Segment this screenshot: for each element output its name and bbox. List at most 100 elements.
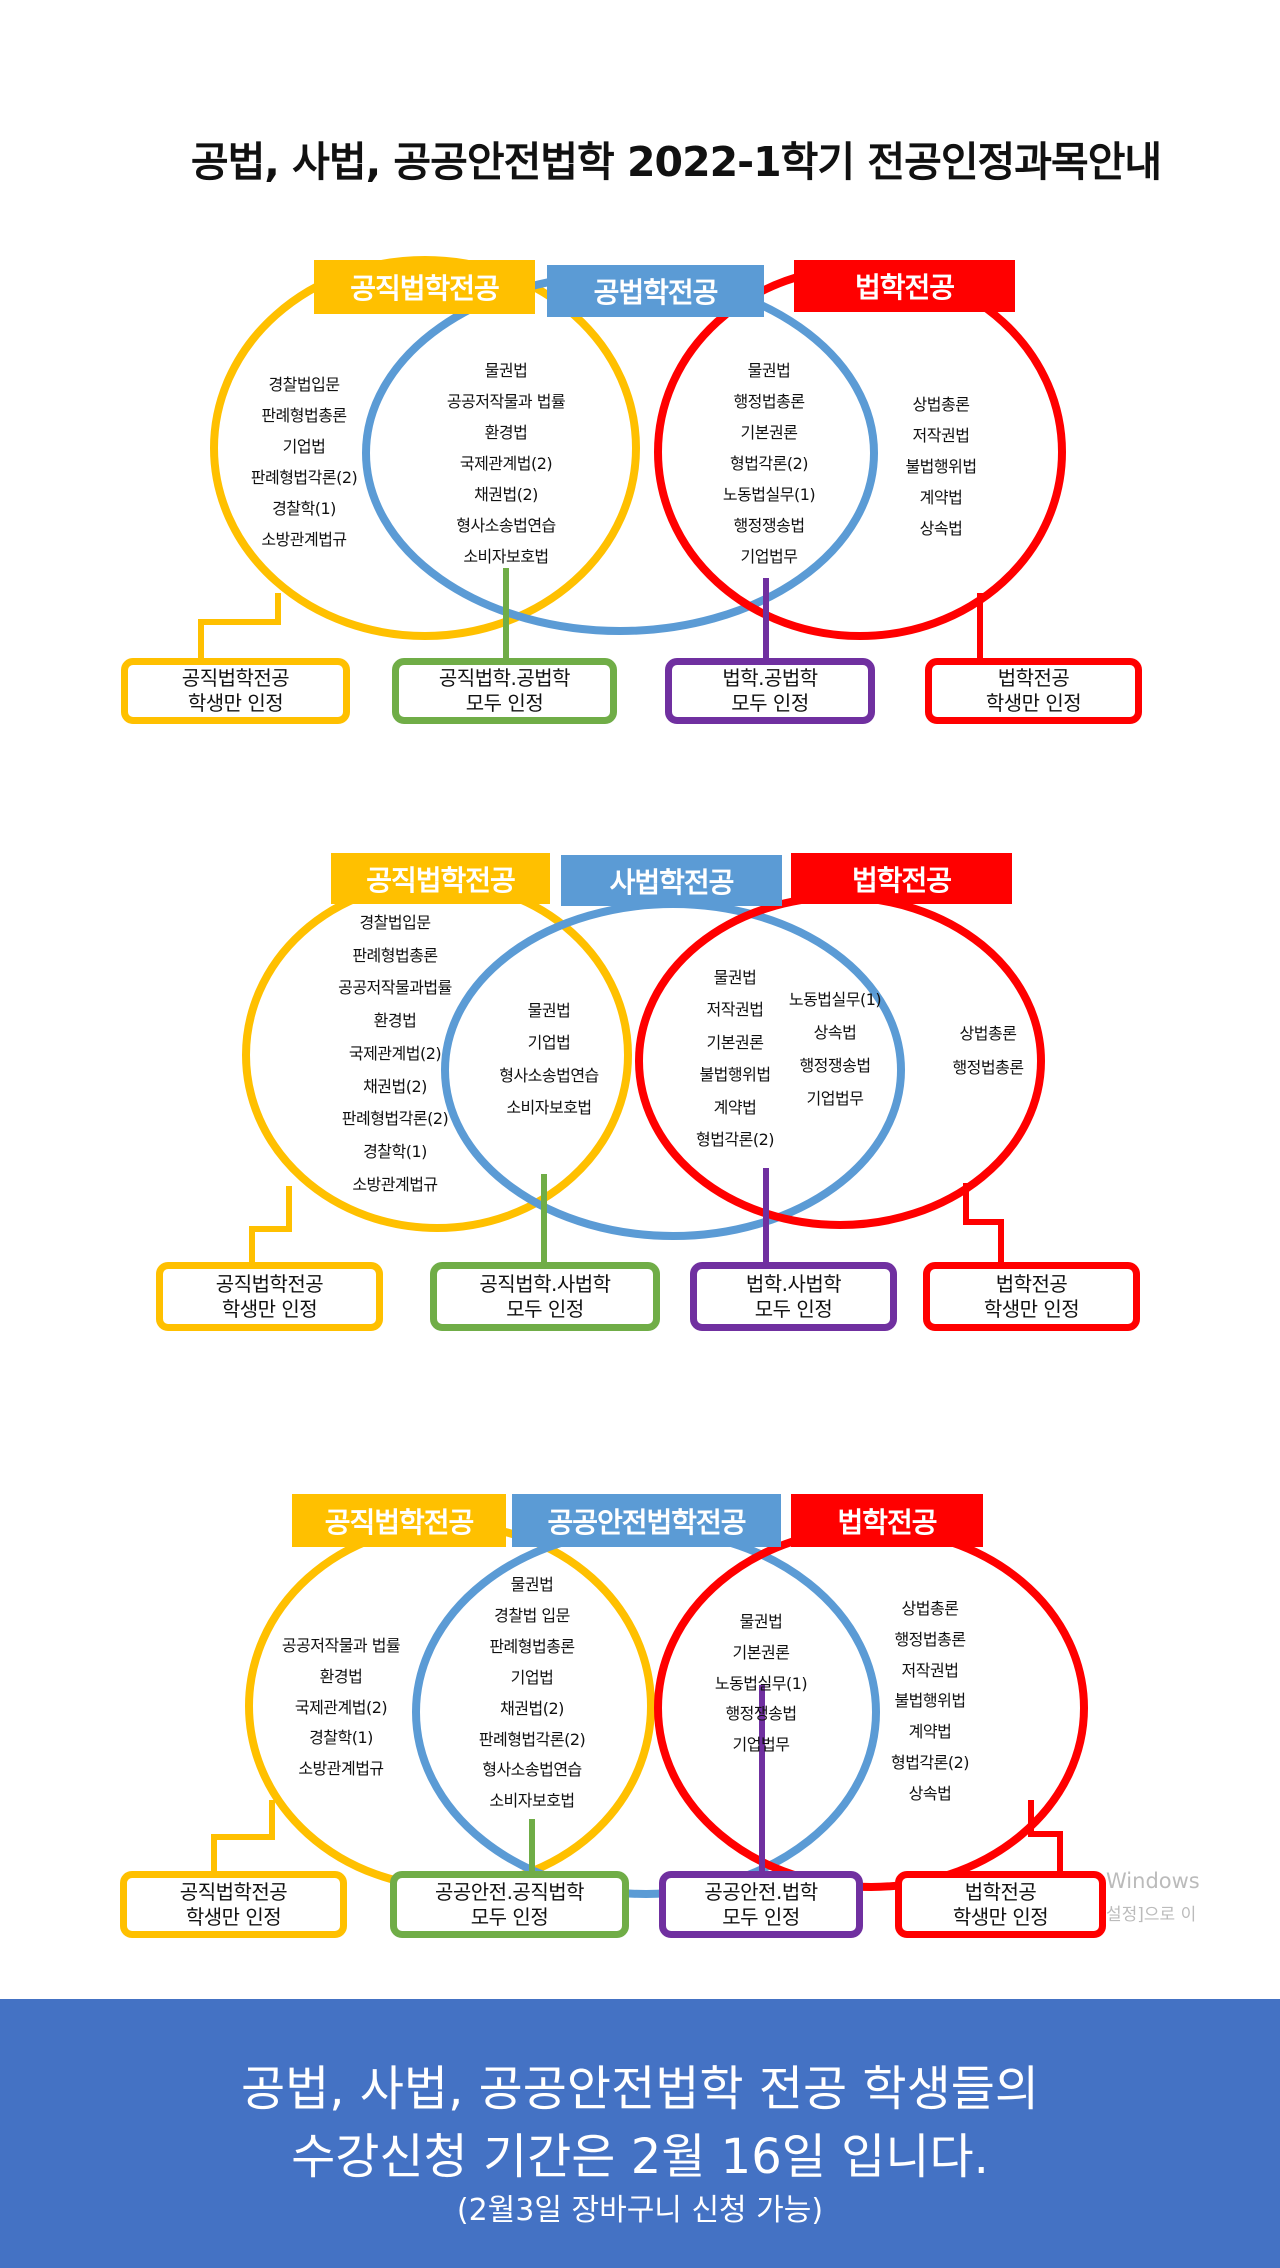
recognition-box: 공직법학전공 학생만 인정	[120, 1871, 347, 1938]
major-label: 공법학전공	[547, 265, 764, 317]
course-item: 소비자보호법	[489, 1791, 575, 1811]
course-item: 채권법(2)	[474, 485, 538, 504]
course-item: 기업법	[510, 1667, 554, 1687]
course-item: 국제관계법(2)	[294, 1697, 388, 1717]
recognition-box: 법학전공 학생만 인정	[895, 1871, 1106, 1938]
course-item: 형사소송법연습	[482, 1760, 582, 1780]
course-item: 물권법	[713, 968, 757, 987]
recognition-text: 공직법학전공	[215, 1271, 324, 1296]
recognition-text: 법학전공	[995, 1271, 1068, 1296]
connector-line	[1028, 1800, 1063, 1876]
course-item: 노동법실무(1)	[714, 1673, 808, 1693]
footer-line: 수강신청 기간은 2월 16일 입니다.	[291, 2129, 989, 2185]
course-item: 상속법	[813, 1023, 857, 1042]
connector-line	[211, 1800, 275, 1876]
course-item: 형법각론(2)	[695, 1130, 775, 1149]
course-item: 물권법	[484, 361, 528, 380]
course-item: 소방관계법규	[261, 530, 347, 549]
course-item: 기업법	[282, 437, 326, 456]
venn-circle-red	[654, 1525, 1088, 1891]
course-item: 노동법실무(1)	[722, 485, 816, 504]
recognition-text: 학생만 인정	[185, 1904, 282, 1929]
course-item: 판례형법각론(2)	[341, 1109, 449, 1129]
connector-line	[198, 593, 281, 662]
recognition-text: 학생만 인정	[952, 1904, 1049, 1929]
recognition-text: 공직법학.사법학	[479, 1271, 611, 1296]
course-item: 기업법무	[806, 1089, 864, 1108]
course-item: 행정법총론	[733, 392, 805, 411]
course-item: 상법총론	[901, 1599, 959, 1618]
course-item: 판례형법총론	[352, 945, 438, 965]
course-item: 행정법총론	[952, 1058, 1024, 1077]
recognition-text: 공공안전.법학	[704, 1879, 818, 1904]
connector-line	[249, 1186, 292, 1265]
course-item: 물권법	[747, 361, 791, 380]
recognition-text: 학생만 인정	[187, 691, 284, 715]
course-item: 기업법무	[732, 1735, 790, 1755]
recognition-box: 공직법학.공법학 모두 인정	[392, 658, 617, 724]
course-item: 불법행위법	[699, 1065, 771, 1085]
course-item: 경찰법 입문	[494, 1605, 570, 1625]
course-item: 소방관계법규	[352, 1174, 438, 1194]
course-item: 판례형법각론(2)	[250, 468, 358, 487]
recognition-box: 공공안전.공직법학 모두 인정	[390, 1871, 629, 1938]
major-label: 공직법학전공	[292, 1494, 506, 1547]
recognition-box: 법학.사법학 모두 인정	[690, 1262, 897, 1331]
recognition-text: 공직법학전공	[181, 666, 290, 690]
course-item: 환경법	[319, 1666, 363, 1686]
course-item: 상법총론	[912, 395, 970, 414]
course-item: 상법총론	[959, 1024, 1017, 1043]
course-item: 기본권론	[732, 1642, 790, 1662]
recognition-text: 법학.사법학	[745, 1271, 842, 1296]
recognition-box: 공직법학.사법학 모두 인정	[430, 1262, 660, 1331]
course-item: 계약법	[908, 1722, 952, 1742]
course-item: 불법행위법	[894, 1691, 966, 1711]
major-label: 사법학전공	[561, 855, 782, 906]
recognition-text: 공직법학.공법학	[438, 666, 571, 690]
course-item: 저작권법	[912, 426, 970, 445]
course-item: 소방관계법규	[298, 1759, 384, 1779]
recognition-text: 법학전공	[997, 666, 1070, 690]
course-item: 경찰법입문	[359, 913, 431, 932]
course-item: 기업법무	[740, 547, 798, 566]
course-item: 형법각론(2)	[729, 454, 809, 473]
course-item: 기업법	[527, 1033, 571, 1053]
course-item: 행정법총론	[894, 1629, 966, 1649]
connector-line	[963, 1183, 1004, 1265]
recognition-box: 법학.공법학 모두 인정	[665, 658, 875, 724]
course-item: 행정쟁송법	[733, 516, 805, 535]
major-label: 공직법학전공	[331, 853, 550, 904]
major-label: 법학전공	[791, 853, 1012, 904]
recognition-box: 법학전공 학생만 인정	[923, 1262, 1140, 1331]
venn-circle-red	[654, 264, 1066, 640]
course-item: 저작권법	[706, 1000, 764, 1020]
recognition-box: 공직법학전공 학생만 인정	[121, 658, 350, 724]
course-item: 계약법	[919, 488, 963, 507]
course-item: 채권법(2)	[500, 1698, 564, 1718]
course-item: 기본권론	[706, 1032, 764, 1052]
course-item: 물권법	[510, 1575, 554, 1594]
course-item: 판례형법각론(2)	[478, 1729, 586, 1749]
course-item: 채권법(2)	[363, 1076, 427, 1096]
recognition-box: 공직법학전공 학생만 인정	[156, 1262, 383, 1331]
watermark-text: Windows	[1106, 1869, 1200, 1893]
course-item: 국제관계법(2)	[348, 1043, 442, 1063]
course-item: 상속법	[908, 1783, 952, 1803]
recognition-text: 모두 인정	[731, 691, 809, 715]
major-label: 공공안전법학전공	[512, 1494, 781, 1547]
course-item: 공공저작물과법률	[338, 978, 452, 998]
course-item: 공공저작물과 법률	[281, 1636, 401, 1655]
course-item: 불법행위법	[905, 457, 977, 476]
course-item: 형법각론(2)	[890, 1753, 970, 1772]
course-item: 기본권론	[740, 423, 798, 442]
recognition-text: 모두 인정	[465, 691, 544, 715]
course-item: 공공저작물과 법률	[446, 392, 566, 411]
footer-banner: 공법, 사법, 공공안전법학 전공 학생들의 수강신청 기간은 2월 16일 입…	[0, 1999, 1280, 2268]
course-item: 계약법	[713, 1097, 757, 1117]
page-title: 공법, 사법, 공공안전법학 2022-1학기 전공인정과목안내	[190, 138, 1162, 186]
course-item: 물권법	[739, 1612, 783, 1631]
course-item: 국제관계법(2)	[459, 454, 553, 473]
footer-line: 공법, 사법, 공공안전법학 전공 학생들의	[240, 2061, 1040, 2117]
course-item: 경찰법입문	[268, 375, 340, 394]
recognition-text: 공공안전.공직법학	[434, 1879, 585, 1904]
